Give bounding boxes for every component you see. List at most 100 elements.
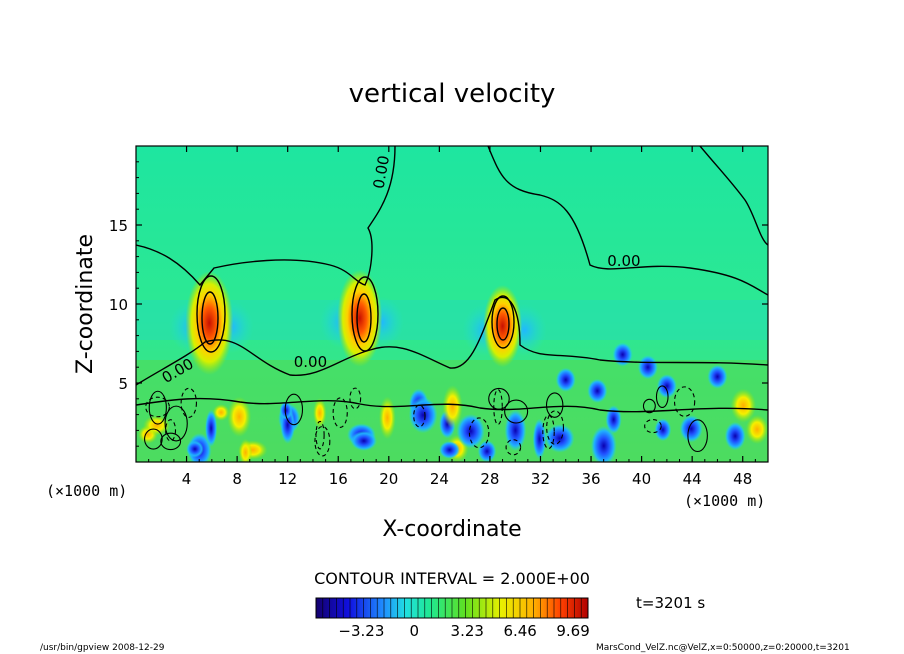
x-tick-label: 16 <box>329 470 348 488</box>
heatmap-field <box>136 146 768 462</box>
updraft-core <box>337 269 383 367</box>
downdraft-cell <box>654 418 672 442</box>
low-contour <box>542 414 555 450</box>
x-tick-label: 32 <box>531 470 550 488</box>
x-axis-unit-right: (×1000 m) <box>684 492 765 510</box>
downdraft-cell <box>587 378 608 403</box>
contour-zero-mid <box>136 296 768 386</box>
time-label: t=3201 s <box>636 594 705 612</box>
chart-title: vertical velocity <box>349 79 556 109</box>
colorbar-tick-label: 3.23 <box>451 622 484 640</box>
low-contour <box>164 405 188 442</box>
contour-zero-right-top <box>699 146 768 246</box>
updraft-cell <box>730 388 757 423</box>
low-contour <box>673 386 696 417</box>
low-contour <box>314 425 331 457</box>
y-tick-label: 15 <box>109 217 128 235</box>
colorbar-tick-label: 6.46 <box>503 622 536 640</box>
low-contour <box>144 428 163 450</box>
x-tick-label: 48 <box>733 470 752 488</box>
x-axis-label: X-coordinate <box>382 517 521 542</box>
low-contour <box>493 389 503 426</box>
x-tick-label: 4 <box>182 470 192 488</box>
downdraft-cell <box>590 425 617 462</box>
contour-label: 0.00 <box>370 154 394 190</box>
contour-label: 0.00 <box>607 252 640 270</box>
downdraft-cell <box>408 397 438 434</box>
x-axis-unit-left: (×1000 m) <box>46 482 127 500</box>
contour-updraft-3-inner <box>496 307 510 341</box>
downdraft-cell <box>279 401 293 420</box>
contour-interval: CONTOUR INTERVAL = 2.000E+00 <box>314 569 590 588</box>
updraft-cell <box>378 396 396 440</box>
x-tick-label: 40 <box>632 470 651 488</box>
downdraft-cell <box>532 418 547 460</box>
contour-updraft-3 <box>491 295 515 349</box>
low-contour <box>180 387 197 418</box>
downdraft-cell <box>456 413 485 449</box>
downdraft-cell <box>679 415 703 443</box>
contour-zero-right <box>487 146 768 296</box>
footer-right: MarsCond_VelZ.nc@VelZ,x=0:50000,z=0:2000… <box>596 643 850 653</box>
colorbar-tick-label: 0 <box>410 622 420 640</box>
y-axis-ticks: 5 10 15 <box>109 161 768 447</box>
updraft-cell <box>442 385 463 429</box>
x-tick-label: 20 <box>379 470 398 488</box>
x-tick-label: 36 <box>581 470 600 488</box>
contour-updraft-1 <box>196 275 226 353</box>
downdraft-cell <box>612 342 633 367</box>
colorbar-tick-label: −3.23 <box>338 622 384 640</box>
low-contour <box>642 398 656 414</box>
downdraft-cell <box>724 421 746 451</box>
updraft-cell <box>313 398 327 428</box>
contour-zero-upper <box>136 146 396 287</box>
downdraft-cell <box>637 355 658 380</box>
low-contour <box>284 393 304 426</box>
x-tick-label: 44 <box>683 470 702 488</box>
low-contour <box>488 387 510 410</box>
footer-left: /usr/bin/gpview 2008-12-29 <box>40 643 165 653</box>
low-contour <box>145 396 170 418</box>
contour-updraft-2 <box>351 276 379 352</box>
x-tick-label: 12 <box>278 470 297 488</box>
downdraft-cell <box>544 424 575 453</box>
updraft-cell <box>227 396 252 437</box>
low-contour <box>546 410 565 445</box>
contour-updraft-2-inner <box>356 293 372 343</box>
low-level-contours <box>144 385 708 457</box>
updraft-core <box>185 270 234 375</box>
x-tick-label: 8 <box>232 470 242 488</box>
contour-label: 0.00 <box>294 353 327 371</box>
downdraft-cell <box>350 430 377 451</box>
downdraft-cell <box>504 409 527 451</box>
low-contour <box>468 417 490 449</box>
low-contour <box>687 419 708 453</box>
y-tick-label: 10 <box>109 296 128 314</box>
downdraft-cell <box>186 440 204 458</box>
colorbar-tick-label: 9.69 <box>556 622 589 640</box>
colorbar-ticks: −3.23 0 3.23 6.46 9.69 <box>315 598 590 640</box>
low-contour <box>545 392 564 418</box>
contour-lines <box>136 146 768 413</box>
downdraft-cell <box>656 374 677 399</box>
low-contour <box>148 390 167 425</box>
downdraft-cell <box>605 405 622 434</box>
y-tick-label: 5 <box>118 375 128 393</box>
updraft-cell <box>212 404 230 421</box>
low-contour <box>505 439 522 456</box>
x-tick-label: 28 <box>480 470 499 488</box>
low-contour <box>315 420 325 450</box>
downdraft-cell <box>555 367 576 392</box>
updraft-cell <box>238 438 253 462</box>
updraft-cell <box>745 414 768 445</box>
downdraft-cell <box>205 409 218 447</box>
contour-zero-lower <box>136 397 768 413</box>
low-contour <box>349 387 362 410</box>
low-contour <box>413 404 426 428</box>
low-contour <box>504 399 529 424</box>
y-axis-label: Z-coordinate <box>73 234 98 374</box>
low-contour <box>160 432 182 451</box>
x-tick-label: 24 <box>430 470 449 488</box>
contour-updraft-1-inner <box>201 291 219 345</box>
